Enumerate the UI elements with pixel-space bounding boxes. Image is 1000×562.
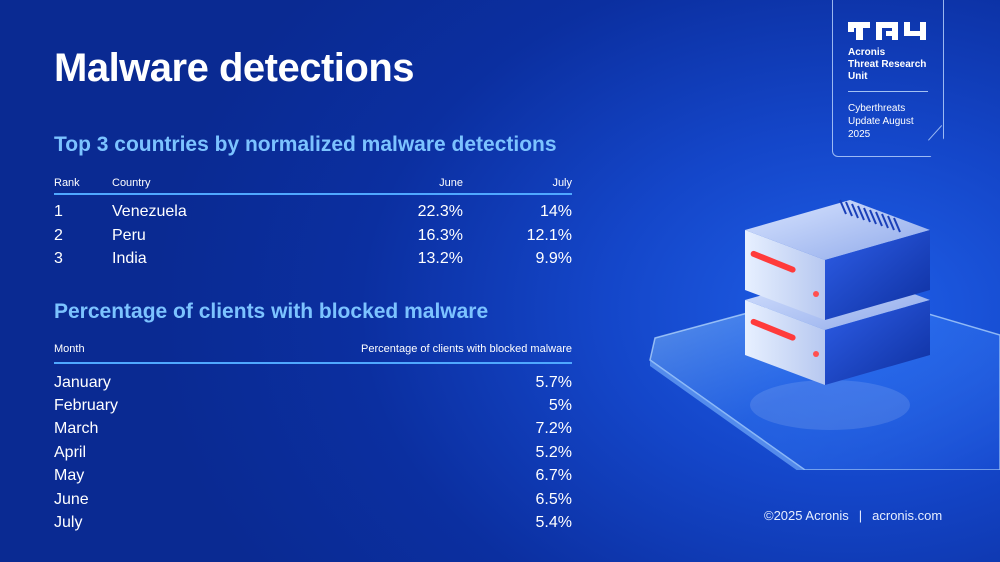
percentage-cell: 6.7%	[535, 467, 572, 484]
month-cell: May	[54, 467, 85, 484]
month-cell: February	[54, 397, 119, 414]
july-cell: 9.9%	[535, 250, 572, 267]
col-header-country: Country	[112, 177, 151, 189]
month-cell: July	[54, 514, 83, 531]
col-header-percentage: Percentage of clients with blocked malwa…	[361, 343, 572, 355]
footer-separator: |	[858, 508, 863, 523]
badge-update-label: Cyberthreats Update August 2025	[848, 102, 936, 141]
footer-copyright: ©2025 Acronis	[764, 508, 849, 523]
tru-logo-icon	[848, 22, 926, 40]
rank-cell: 1	[54, 203, 63, 220]
percentage-cell: 5.2%	[535, 444, 572, 461]
june-cell: 16.3%	[417, 227, 463, 244]
page-title: Malware detections	[54, 46, 415, 90]
footer: ©2025 Acronis | acronis.com	[764, 508, 942, 523]
country-cell: India	[112, 250, 147, 267]
badge-update-line2: Update August	[848, 116, 914, 127]
july-cell: 14%	[539, 203, 572, 220]
col-header-month: Month	[54, 343, 85, 355]
server-stack-icon	[649, 199, 1000, 470]
badge-org-line2: Threat Research	[848, 59, 927, 70]
july-cell: 12.1%	[526, 227, 572, 244]
percentage-cell: 5%	[548, 397, 572, 414]
clients-table-rule	[54, 362, 572, 364]
june-cell: 22.3%	[417, 203, 463, 220]
month-cell: June	[54, 491, 89, 508]
percentage-cell: 6.5%	[535, 491, 572, 508]
country-cell: Venezuela	[112, 203, 187, 220]
percentage-cell: 5.4%	[535, 514, 572, 531]
rank-cell: 2	[54, 227, 63, 244]
badge-org-line3: Unit	[848, 71, 868, 82]
countries-table-heading: Top 3 countries by normalized malware de…	[54, 133, 557, 156]
june-cell: 13.2%	[417, 250, 463, 267]
countries-table-rule	[54, 193, 572, 195]
col-header-june: June	[439, 177, 463, 189]
badge-org-line1: Acronis	[848, 47, 886, 58]
month-cell: January	[54, 374, 111, 391]
badge-update-line1: Cyberthreats	[848, 103, 906, 114]
badge-org-name: Acronis Threat Research Unit	[848, 47, 938, 83]
clients-table-heading: Percentage of clients with blocked malwa…	[54, 300, 489, 323]
badge-update-line3: 2025	[848, 129, 871, 140]
col-header-rank: Rank	[54, 177, 80, 189]
col-header-july: July	[552, 177, 572, 189]
percentage-cell: 5.7%	[535, 374, 572, 391]
tru-badge	[832, 0, 944, 157]
country-cell: Peru	[112, 227, 146, 244]
month-cell: March	[54, 420, 99, 437]
footer-site-link[interactable]: acronis.com	[872, 508, 943, 523]
rank-cell: 3	[54, 250, 63, 267]
badge-divider	[848, 91, 928, 92]
percentage-cell: 7.2%	[535, 420, 572, 437]
month-cell: April	[54, 444, 87, 461]
